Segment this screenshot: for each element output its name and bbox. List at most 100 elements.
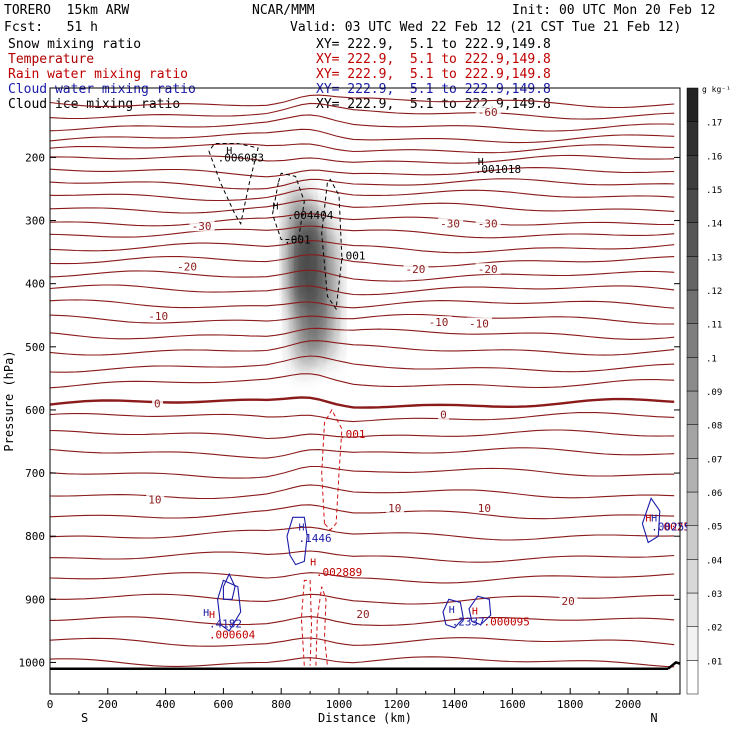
colorbar-segment <box>686 424 699 459</box>
cloud-water-label: .1446 <box>299 532 332 545</box>
isotherm-line <box>49 313 675 325</box>
isotherm-line <box>49 340 675 356</box>
colorbar-segment <box>686 256 699 291</box>
x-tick-label: 1600 <box>499 698 526 711</box>
y-tick-label: 400 <box>25 278 45 291</box>
cloud-ice-label: .004404 <box>287 209 334 222</box>
isotherm-label-bg <box>426 316 452 328</box>
isotherm-line <box>50 550 675 563</box>
isotherm-label-bg <box>475 217 501 229</box>
isotherm-label: -20 <box>177 261 197 274</box>
colorbar-label: .17 <box>706 119 722 129</box>
terrain-edge <box>667 661 681 670</box>
colorbar-segment <box>686 188 699 223</box>
x-tick-label: 200 <box>98 698 118 711</box>
colorbar-segment <box>686 87 699 122</box>
colorbar-label: .14 <box>706 220 722 230</box>
isotherm-label: 0 <box>440 408 447 421</box>
y-tick-label: 500 <box>25 341 45 354</box>
isotherm-line <box>49 199 675 214</box>
field-label-temperature: Temperature <box>8 52 95 67</box>
isotherm-line <box>49 327 675 340</box>
colorbar-segment <box>686 289 699 324</box>
isotherm-label-bg <box>189 220 215 232</box>
rain-contour <box>315 586 328 666</box>
field-label-rain: Rain water mixing ratio <box>8 67 189 82</box>
isotherm-line <box>49 526 675 541</box>
x-tick-label: 800 <box>271 698 291 711</box>
cloud-water-label: .4182 <box>209 617 242 630</box>
isotherm-line <box>49 411 675 423</box>
field-label-cloud-water: Cloud water mixing ratio <box>8 82 196 97</box>
isotherm-label: 10 <box>148 494 161 507</box>
isotherm-label: 0 <box>154 398 161 411</box>
x-tick-label: 1200 <box>384 698 411 711</box>
isotherm-line <box>49 167 675 178</box>
field-xy-snow: XY= 222.9, 5.1 to 222.9,149.8 <box>316 37 551 52</box>
colorbar-label: .13 <box>706 253 722 263</box>
isotherm-label: -30 <box>440 218 460 231</box>
forecast-hour: Fcst: 51 h <box>4 20 98 35</box>
isotherm-label-bg <box>403 263 429 275</box>
cloud-water-contour <box>641 497 661 544</box>
colorbar-segment <box>686 660 699 695</box>
isotherm-line <box>49 656 675 668</box>
colorbar-label: .09 <box>706 388 722 398</box>
isotherm-label: -10 <box>148 310 168 323</box>
isotherm-label: 10 <box>478 502 491 515</box>
isotherm-label: -10 <box>469 317 489 330</box>
isotherm-line <box>49 240 675 254</box>
isotherm-line <box>49 102 675 120</box>
cloud-water-contour <box>468 595 492 626</box>
colorbar-label: .06 <box>706 489 722 499</box>
colorbar-segment <box>686 525 699 560</box>
colorbar-label: .02 <box>706 624 722 634</box>
isotherm-label: -20 <box>405 263 425 276</box>
colorbar-label: .15 <box>706 186 722 196</box>
y-tick-label: 900 <box>25 593 45 606</box>
x-axis-label: Distance (km) <box>318 711 412 725</box>
y-tick-label: 800 <box>25 530 45 543</box>
cloud-water-label: .00259 <box>651 521 691 534</box>
colorbar-segment <box>686 390 699 425</box>
isotherm-line <box>49 616 675 626</box>
colorbar-segment <box>686 323 699 358</box>
colorbar-segment <box>686 121 699 156</box>
rain-label: .000604 <box>209 629 256 642</box>
cloud-ice-label: .006083 <box>218 151 264 164</box>
isotherm-label-bg <box>175 260 201 272</box>
isotherm-label: -30 <box>478 218 498 231</box>
init-time: Init: 00 UTC Mon 20 Feb 12 <box>512 3 716 18</box>
isotherm-label-bg <box>354 607 373 619</box>
y-tick-label: 1000 <box>19 656 46 669</box>
y-tick-label: 600 <box>25 404 45 417</box>
isotherm-label: -60 <box>478 106 498 119</box>
isotherm-label: 20 <box>562 595 575 608</box>
valid-time: Valid: 03 UTC Wed 22 Feb 12 (21 CST Tue … <box>290 20 682 35</box>
isotherm-label-bg <box>559 595 578 607</box>
max-marker: H <box>310 557 316 568</box>
colorbar-segment <box>686 559 699 594</box>
isotherm-label-bg <box>146 309 172 321</box>
rain-contour <box>300 579 313 666</box>
isotherm-label-bg <box>475 263 501 275</box>
isotherm-line <box>49 396 675 409</box>
colorbar-segment <box>686 357 699 392</box>
isotherm-label-bg <box>152 397 164 409</box>
isotherm-label: 10 <box>388 502 401 515</box>
cloud-ice-contour <box>321 178 343 311</box>
isotherm-label-bg <box>386 501 405 513</box>
max-marker: H <box>299 523 305 534</box>
colorbar-label: .05 <box>706 523 722 533</box>
cloud-water-contour <box>217 579 242 632</box>
y-tick-label: 300 <box>25 215 45 228</box>
y-tick-label: 200 <box>25 151 45 164</box>
snow-shading-blob <box>300 219 321 310</box>
isotherm-label: -30 <box>192 220 212 233</box>
isotherm-line <box>49 269 675 282</box>
isotherm-line <box>49 187 675 202</box>
x-tick-label: 1400 <box>441 698 468 711</box>
isotherm-label: -20 <box>478 263 498 276</box>
isotherm-line <box>49 465 675 479</box>
